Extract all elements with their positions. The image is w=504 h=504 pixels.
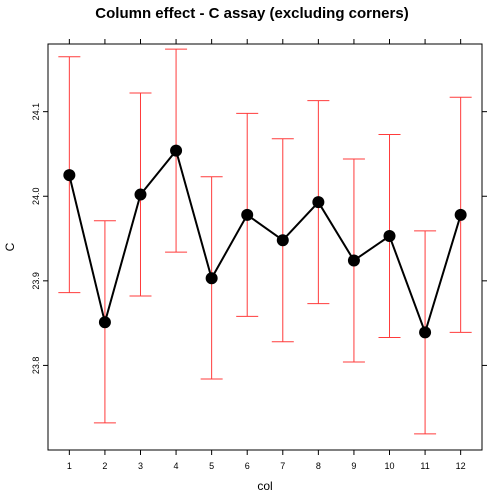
data-points (63, 144, 467, 339)
chart-title: Column effect - C assay (excluding corne… (95, 5, 408, 22)
y-tick-label: 23.9 (31, 272, 41, 290)
y-tick-label: 23.8 (31, 357, 41, 375)
y-axis-label: C (3, 242, 17, 251)
x-tick-label: 11 (420, 461, 429, 471)
x-axis-label: col (257, 479, 272, 493)
data-point (63, 169, 76, 182)
x-tick-label: 9 (351, 461, 356, 471)
y-axis: 23.8 23.9 24.0 24.1 (31, 103, 487, 374)
x-tick-label: 3 (138, 461, 143, 471)
data-point (383, 230, 396, 243)
data-point (98, 316, 111, 329)
data-point (312, 196, 325, 209)
x-tick-label: 7 (280, 461, 285, 471)
x-tick-label: 12 (456, 461, 466, 471)
plot-frame (47, 43, 483, 451)
data-point (205, 272, 218, 285)
x-tick-label: 5 (209, 461, 214, 471)
data-point (241, 208, 254, 221)
x-tick-label: 4 (174, 461, 179, 471)
x-axis: 1 2 3 4 5 6 7 8 9 10 11 12 (67, 39, 466, 471)
data-point (347, 254, 360, 267)
series-line (68, 148, 462, 336)
data-point (454, 208, 467, 221)
x-tick-label: 6 (245, 461, 250, 471)
x-tick-label: 8 (316, 461, 321, 471)
y-tick-label: 24.0 (31, 187, 41, 205)
x-tick-label: 1 (67, 461, 72, 471)
data-point (170, 144, 183, 157)
data-point (419, 326, 432, 339)
x-tick-label: 2 (102, 461, 107, 471)
error-bars (58, 48, 472, 435)
x-tick-label: 10 (385, 461, 395, 471)
y-tick-label: 24.1 (31, 103, 41, 121)
data-point (134, 188, 147, 201)
data-point (276, 234, 289, 247)
